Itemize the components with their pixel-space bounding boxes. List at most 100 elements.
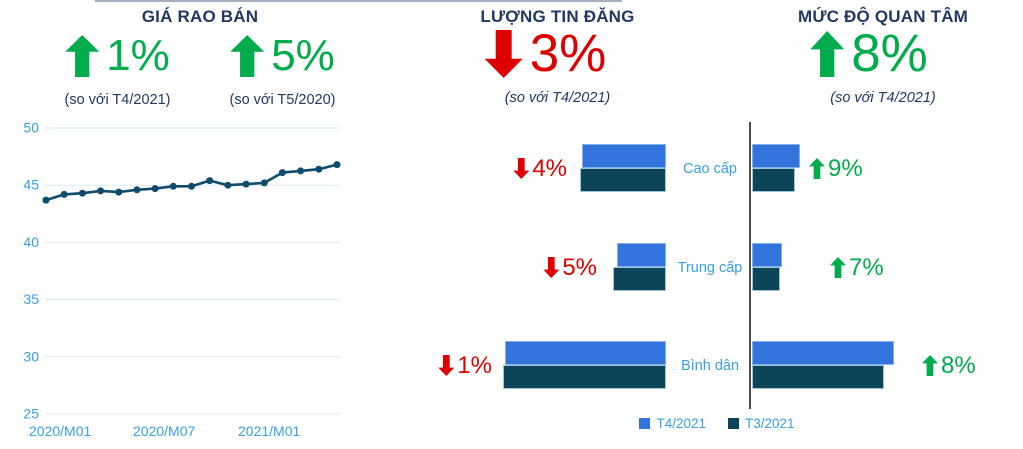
bar-T3/2021 [752,365,884,389]
data-point [206,177,214,185]
down-arrow-icon [513,158,530,179]
comparison-note: (so với T4/2021) [830,89,936,106]
data-point [151,185,159,193]
bar-T4/2021 [752,144,800,168]
legend-item-t3-2021: T3/2021 [728,416,795,431]
data-point [333,161,341,169]
y-tick-label: 50 [23,120,39,136]
change-label: 7% [830,253,884,281]
section-listing-price: GIÁ RAO BÁN 1% (so với T4/2021) 5% (so v… [35,6,365,108]
y-tick-label: 45 [23,177,39,193]
legend-label: T4/2021 [656,416,706,431]
section-title: MỨC ĐỘ QUAN TÂM [797,7,969,26]
segment-label: Trung cấp [677,260,743,276]
y-tick-label: 25 [23,406,39,422]
comparison-note: (so với T4/2021) [504,89,611,106]
chart-legend: T4/2021 T3/2021 [612,416,822,431]
change-percent: 8% [941,351,976,379]
bar-T3/2021 [503,365,666,389]
change-label: 9% [809,154,863,182]
x-tick-label: 2021/M01 [238,423,300,439]
segment-label: Cao cấp [682,161,737,177]
data-point [188,182,195,190]
data-point [115,188,123,196]
x-tick-label: 2020/M01 [29,423,91,439]
down-arrow-icon [438,355,455,376]
change-badges: 1% (so với T4/2021) 5% (so với T5/2020) [35,31,365,108]
change-label: 1% [438,351,492,379]
data-point [97,187,105,195]
y-tick-label: 30 [23,348,39,364]
bar-row-2: 5% [420,243,666,292]
segment-label: Bình dân [680,358,740,374]
up-arrow-icon [65,34,100,77]
legend-item-t4-2021: T4/2021 [639,416,706,431]
up-arrow-icon [922,355,938,376]
change-percent: 8% [851,24,928,84]
y-tick-label: 35 [23,291,39,307]
bar-row-3: 1% [420,341,666,390]
bar-T3/2021 [580,168,666,192]
change-row: 1% [35,31,200,81]
bar-T4/2021 [752,341,894,365]
price-line-chart: 50 45 40 35 30 25 2020/M01 2020/M07 2021/M01 [15,118,350,443]
y-tick-label: 40 [23,234,39,250]
bar-T3/2021 [752,267,780,291]
section-title: LƯỢNG TIN ĐĂNG [480,7,635,26]
up-arrow-icon [810,30,845,77]
change-row: 3% [428,24,663,84]
legend-swatch-icon [728,418,739,429]
data-point [42,196,50,204]
bar-row-1: 4% [420,144,666,193]
listing-volume-bar-chart: 4% 5% 1% [420,122,666,412]
data-point [242,180,250,188]
bar-row-3: 8% [752,341,1023,390]
cropped-top-edge [95,0,622,2]
change-percent: 4% [532,154,567,182]
bar-T3/2021 [613,267,666,291]
axis-divider-line [749,122,751,409]
segment-labels: Cao cấp Trung cấp Bình dân [664,122,756,412]
change-row: 8% [749,24,989,84]
legend-swatch-icon [639,418,651,429]
section-title: GIÁ RAO BÁN [141,7,259,26]
data-point [169,182,177,190]
bar-T4/2021 [617,243,666,267]
data-point [260,179,268,187]
change-label: 4% [513,154,567,182]
section-interest-level: MỨC ĐỘ QUAN TÂM 8% (so với T4/2021) [763,6,1003,106]
down-arrow-icon [543,257,560,278]
data-point [278,169,286,177]
change-percent: 3% [529,24,607,84]
legend-label: T3/2021 [745,416,795,431]
change-percent: 9% [828,154,863,182]
data-point [297,167,305,175]
change-badge: 5% (so với T5/2020) [200,31,365,108]
up-arrow-icon [809,158,825,179]
bar-T3/2021 [752,168,795,192]
change-row: 5% [200,31,365,81]
price-series-line [45,163,338,202]
data-point [60,190,68,198]
change-percent: 1% [106,30,170,80]
change-percent: 1% [457,351,492,379]
change-percent: 5% [562,253,597,281]
down-arrow-icon [484,29,523,78]
bar-T4/2021 [582,144,666,168]
bar-T4/2021 [752,243,782,267]
change-percent: 5% [271,30,335,80]
data-point [315,165,323,173]
x-tick-label: 2020/M07 [133,423,195,439]
interest-bar-chart: 9% 7% 8% [752,122,1023,412]
up-arrow-icon [830,257,846,278]
change-label: 5% [543,253,597,281]
change-percent: 7% [849,253,884,281]
section-listing-volume: LƯỢNG TIN ĐĂNG 3% (so với T4/2021) [440,6,675,106]
comparison-note: (so với T4/2021) [64,91,171,108]
data-point [224,181,232,189]
bar-row-1: 9% [752,144,1023,193]
up-arrow-icon [230,34,265,77]
data-point [78,189,86,197]
